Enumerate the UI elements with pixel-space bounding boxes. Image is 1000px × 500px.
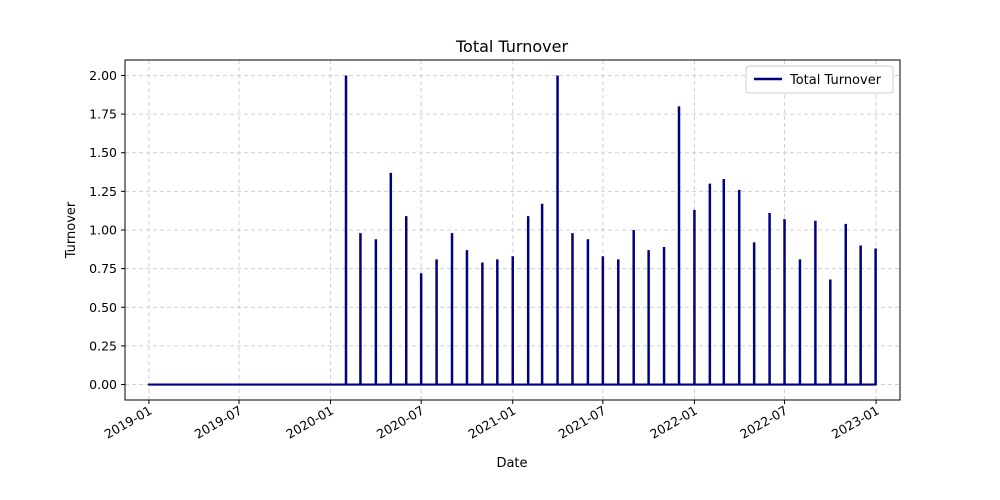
y-tick-label: 1.75 bbox=[89, 107, 117, 122]
legend-label: Total Turnover bbox=[789, 73, 882, 88]
x-tick-label: 2021-07 bbox=[556, 403, 609, 442]
y-axis-ticks: 0.00 0.25 0.50 0.75 1.00 1.25 1.50 1.75 2.00 bbox=[89, 68, 125, 392]
y-tick-label: 0.00 bbox=[89, 377, 117, 392]
x-tick-label: 2022-01 bbox=[647, 403, 700, 442]
y-tick-label: 0.50 bbox=[89, 300, 117, 315]
y-tick-label: 2.00 bbox=[89, 68, 117, 83]
y-tick-label: 1.50 bbox=[89, 145, 117, 160]
x-tick-label: 2019-01 bbox=[102, 403, 155, 442]
series-layer bbox=[147, 75, 877, 386]
y-tick-label: 0.75 bbox=[89, 261, 117, 276]
legend-box bbox=[745, 65, 894, 94]
legend: Total Turnover bbox=[745, 65, 894, 94]
x-tick-label: 2023-01 bbox=[829, 403, 882, 442]
y-axis-label: Turnover bbox=[64, 201, 79, 259]
y-tick-label: 1.00 bbox=[89, 223, 117, 238]
x-tick-label: 2019-07 bbox=[192, 403, 245, 442]
chart-title: Total Turnover bbox=[455, 37, 568, 56]
y-tick-label: 0.25 bbox=[89, 338, 117, 353]
x-tick-label: 2020-07 bbox=[374, 403, 427, 442]
x-axis-ticks: 2019-01 2019-07 2020-01 2020-07 2021-01 2021-… bbox=[102, 400, 882, 442]
x-axis-label: Date bbox=[496, 456, 527, 471]
x-tick-label: 2020-01 bbox=[283, 403, 336, 442]
x-tick-label: 2021-01 bbox=[466, 403, 519, 442]
y-tick-label: 1.25 bbox=[89, 184, 117, 199]
x-tick-label: 2022-07 bbox=[737, 403, 790, 442]
